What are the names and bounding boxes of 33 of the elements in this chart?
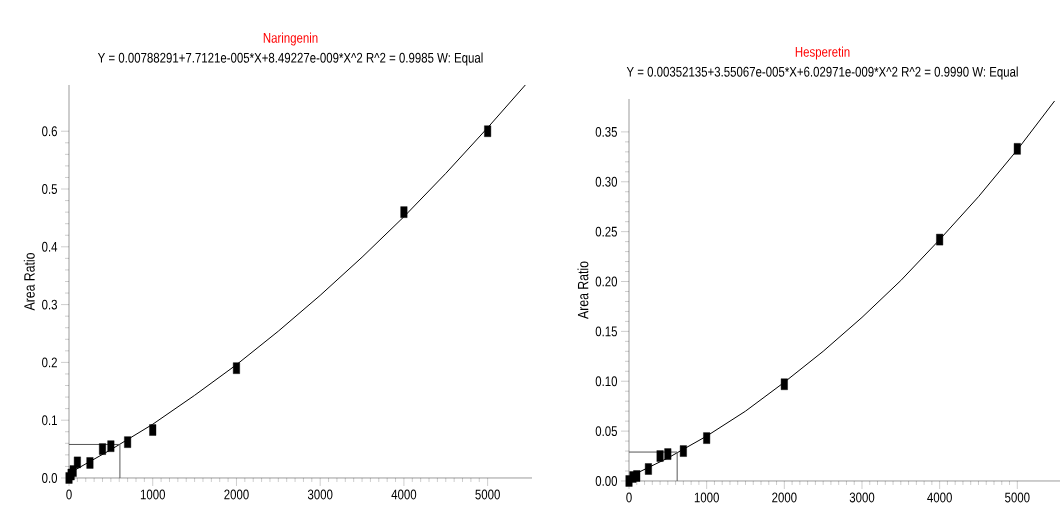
y-tick-label: 0.1 xyxy=(42,415,57,426)
y-tick-label: 0.25 xyxy=(595,226,617,237)
y-tick-label: 0.30 xyxy=(595,176,618,187)
y-tick-label: 0.0 xyxy=(42,473,58,483)
y-tick-label: 0.6 xyxy=(42,126,57,137)
y-tick-label: 0.15 xyxy=(595,326,617,337)
chart-subtitle: Y = 0.00788291+7.7121e-005*X+8.49227e-009*X^2 R^2 = 0.9985 W: Equal xyxy=(97,52,483,66)
x-tick-label: 1000 xyxy=(140,489,166,500)
x-tick-label: 4000 xyxy=(927,492,952,503)
y-tick-label: 0.35 xyxy=(595,126,617,137)
chart-title: Hesperetin xyxy=(795,46,850,60)
y-tick-label: 0.5 xyxy=(42,184,57,194)
x-tick-label: 5000 xyxy=(475,489,500,500)
x-tick-label: 3000 xyxy=(307,489,333,500)
x-tick-label: 1000 xyxy=(694,492,719,503)
y-tick-label: 0.2 xyxy=(42,357,57,368)
y-tick-label: 0.05 xyxy=(595,426,617,437)
x-tick-label: 2000 xyxy=(772,492,797,503)
x-tick-label: 5000 xyxy=(1005,492,1030,503)
y-axis-title: Area Ratio xyxy=(23,253,35,311)
y-axis-title: Area Ratio xyxy=(577,261,589,319)
x-tick-label: 4000 xyxy=(391,489,417,500)
y-tick-label: 0.4 xyxy=(42,241,58,252)
y-tick-label: 0.10 xyxy=(595,376,618,387)
y-tick-label: 0.20 xyxy=(595,276,618,287)
x-tick-label: 0 xyxy=(66,489,72,500)
y-tick-label: 0.3 xyxy=(42,299,57,310)
x-tick-label: 2000 xyxy=(224,489,249,500)
y-tick-label: 0.00 xyxy=(595,476,618,486)
x-tick-label: 0 xyxy=(626,492,632,503)
chart-title: Naringenin xyxy=(263,32,318,46)
chart-subtitle: Y = 0.00352135+3.55067e-005*X+6.02971e-009*X^2 R^2 = 0.9990 W: Equal xyxy=(626,66,1018,80)
x-tick-label: 3000 xyxy=(849,492,875,503)
